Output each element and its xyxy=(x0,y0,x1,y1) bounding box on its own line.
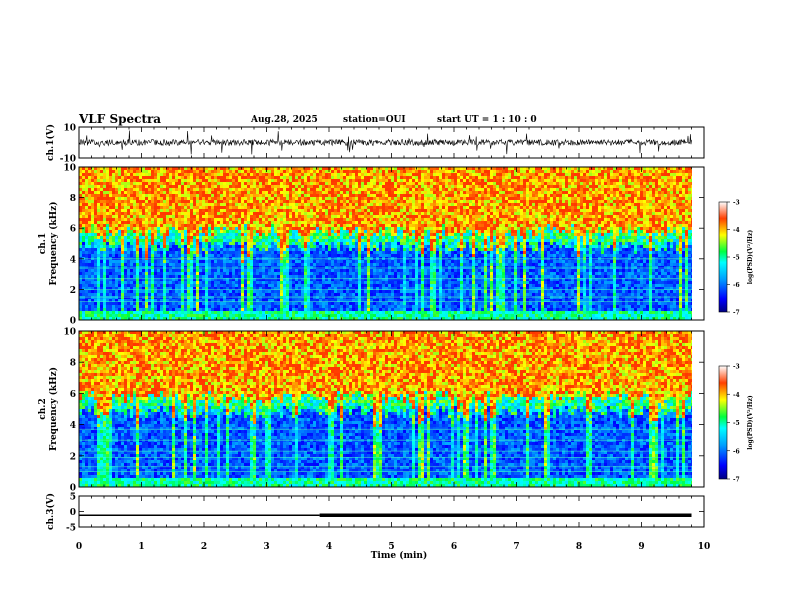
ch2-colorbar xyxy=(718,365,728,480)
ytick-label: 5 xyxy=(70,493,76,503)
colorbar-tick: -3 xyxy=(733,364,740,371)
xtick-label: 3 xyxy=(263,542,269,552)
y-axis-label-channel: ch.2 xyxy=(38,398,48,419)
ytick-label: 8 xyxy=(70,359,76,369)
y-axis-label-frequency: Frequency (kHz) xyxy=(48,367,59,451)
ytick-label: 10 xyxy=(63,328,76,338)
xtick-label: 5 xyxy=(388,542,394,552)
xtick-label: 1 xyxy=(138,542,144,552)
colorbar-tick: -3 xyxy=(733,200,740,207)
ytick-label: 8 xyxy=(70,194,76,204)
colorbar-tick: -6 xyxy=(733,448,740,455)
xtick-label: 2 xyxy=(201,542,207,552)
ytick-label: 10 xyxy=(63,164,76,174)
colorbar-tick: -5 xyxy=(733,255,740,262)
colorbar-label: log(PSD)(V²/Hz) xyxy=(747,395,754,450)
ch1-waveform-trace xyxy=(78,130,692,155)
colorbar-tick: -6 xyxy=(733,282,740,289)
ytick-label: -5 xyxy=(66,524,76,534)
x-axis-label: Time (min) xyxy=(371,550,428,561)
ytick-label: 4 xyxy=(70,421,76,431)
colorbar-tick: -5 xyxy=(733,420,740,427)
ytick-label: 4 xyxy=(70,255,76,265)
colorbar-label: log(PSD)(V²/Hz) xyxy=(747,230,754,285)
y-axis-label: ch.1(V) xyxy=(45,124,56,161)
ytick-label: 2 xyxy=(70,452,76,462)
ch1-colorbar xyxy=(718,201,728,313)
xtick-label: 6 xyxy=(451,542,457,552)
xtick-label: 0 xyxy=(76,542,82,552)
figure-title: VLF Spectra xyxy=(79,112,161,126)
ytick-label: -10 xyxy=(60,155,76,165)
date-label: Aug.28, 2025 xyxy=(251,115,318,125)
ytick-label: 0 xyxy=(70,317,76,327)
ytick-label: 6 xyxy=(70,390,76,400)
ytick-label: 6 xyxy=(70,225,76,235)
colorbar-tick: -7 xyxy=(733,477,740,484)
xtick-label: 10 xyxy=(698,542,711,552)
colorbar-tick: -4 xyxy=(733,227,740,234)
y-axis-label-channel: ch.1 xyxy=(38,233,48,254)
ytick-label: 0 xyxy=(70,508,76,518)
xtick-label: 7 xyxy=(513,542,519,552)
ch1-spectrogram-image xyxy=(79,167,692,320)
y-axis-label-frequency: Frequency (kHz) xyxy=(48,201,59,285)
xtick-label: 9 xyxy=(638,542,644,552)
xtick-label: 4 xyxy=(326,542,332,552)
y-axis-label: ch.3(V) xyxy=(45,493,56,530)
start-time-label: start UT = 1 : 10 : 0 xyxy=(437,115,537,125)
ytick-label: 0 xyxy=(70,484,76,494)
ytick-label: 2 xyxy=(70,286,76,296)
station-label: station=OUI xyxy=(343,115,406,125)
colorbar-tick: -7 xyxy=(733,310,740,317)
colorbar-tick: -4 xyxy=(733,392,740,399)
ch2-spectrogram-image xyxy=(79,331,692,487)
xtick-label: 8 xyxy=(576,542,582,552)
ytick-label: 10 xyxy=(63,124,76,134)
